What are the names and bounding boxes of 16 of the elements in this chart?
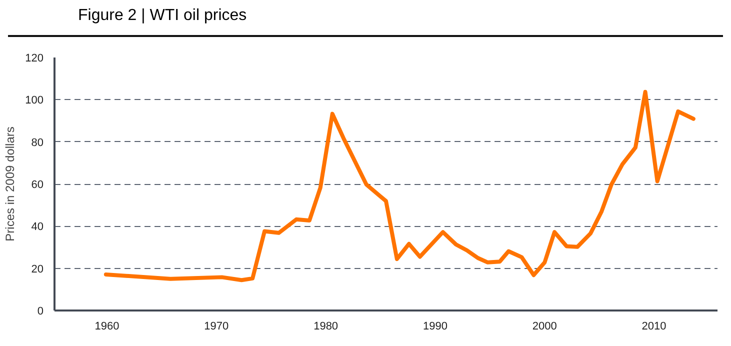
x-tick-label: 1970 xyxy=(204,320,229,332)
chart-title: Figure 2 | WTI oil prices xyxy=(78,7,247,24)
line-series xyxy=(104,90,696,282)
y-tick-label: 60 xyxy=(31,179,44,191)
y-tick-label: 0 xyxy=(37,306,44,318)
x-tick-label: 2010 xyxy=(642,320,666,332)
y-axis-title: Prices in 2009 dollars xyxy=(3,126,18,242)
x-tick-label: 2000 xyxy=(532,320,557,332)
y-tick-label: 120 xyxy=(25,52,44,64)
x-tick-label: 1990 xyxy=(422,320,448,332)
y-tick-label: 80 xyxy=(31,136,44,149)
x-tick-label: 1960 xyxy=(94,320,120,332)
y-tick-label: 100 xyxy=(25,94,44,107)
y-tick-label: 40 xyxy=(31,221,44,234)
x-tick-label: 1980 xyxy=(314,320,338,332)
y-tick-label: 20 xyxy=(31,263,44,276)
